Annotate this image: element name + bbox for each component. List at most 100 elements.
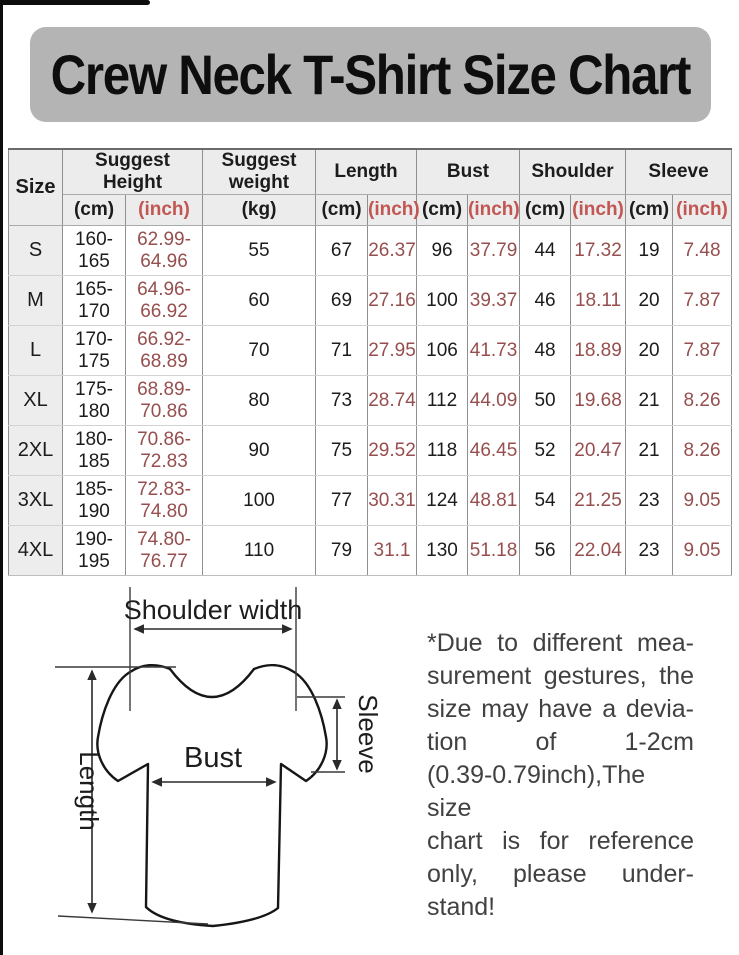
cell-bust-inch: 51.18 bbox=[467, 525, 521, 576]
disclaimer-note: *Due to different mea- surement gestures… bbox=[427, 627, 694, 924]
cell-bust-inch: 44.09 bbox=[467, 375, 521, 426]
size-table: Size Suggest Height Suggest weight Lengt… bbox=[8, 148, 733, 576]
cell-sleeve-inch: 9.05 bbox=[672, 525, 733, 576]
cell-length-inch: 31.1 bbox=[366, 525, 418, 576]
tshirt-outline bbox=[96, 664, 328, 928]
unit-weight-kg: (kg) bbox=[202, 194, 316, 226]
unit-height-inch: (inch) bbox=[125, 194, 203, 226]
unit-sleeve-inch: (inch) bbox=[672, 194, 733, 226]
cell-bust-cm: 112 bbox=[416, 375, 469, 426]
cell-length-cm: 73 bbox=[315, 375, 368, 426]
size-table-body: S 160-165 62.99-64.96 55 67 26.37 96 37.79 44 17.… bbox=[8, 225, 733, 576]
cell-size: 4XL bbox=[8, 525, 63, 576]
unit-shoulder-inch: (inch) bbox=[570, 194, 627, 226]
cell-weight-kg: 110 bbox=[202, 525, 316, 576]
cell-shoulder-cm: 56 bbox=[519, 525, 572, 576]
cell-height-cm: 175-180 bbox=[62, 375, 126, 426]
unit-bust-inch: (inch) bbox=[467, 194, 521, 226]
cell-shoulder-inch: 19.68 bbox=[570, 375, 627, 426]
cell-sleeve-inch: 7.87 bbox=[672, 325, 733, 376]
table-row: L 170-175 66.92-68.89 70 71 27.95 106 41.73 48 18… bbox=[8, 325, 733, 376]
cell-weight-kg: 90 bbox=[202, 425, 316, 476]
cell-bust-cm: 96 bbox=[416, 225, 469, 276]
table-row: 4XL 190-195 74.80-76.77 110 79 31.1 130 51.18 56… bbox=[8, 525, 733, 576]
cell-length-inch: 29.52 bbox=[366, 425, 418, 476]
table-row: 2XL 180-185 70.86-72.83 90 75 29.52 118 46.45 52… bbox=[8, 425, 733, 476]
cell-length-inch: 26.37 bbox=[366, 225, 418, 276]
photo-left-frame-edge bbox=[0, 0, 3, 955]
note-line: stand! bbox=[427, 893, 496, 921]
length-label: Length bbox=[74, 751, 104, 831]
note-line: tion of 1-2cm bbox=[427, 728, 694, 756]
cell-bust-inch: 46.45 bbox=[467, 425, 521, 476]
cell-weight-kg: 60 bbox=[202, 275, 316, 326]
cell-height-inch: 70.86-72.83 bbox=[125, 425, 203, 476]
cell-shoulder-inch: 18.89 bbox=[570, 325, 627, 376]
cell-bust-inch: 48.81 bbox=[467, 475, 521, 526]
cell-sleeve-inch: 9.05 bbox=[672, 475, 733, 526]
unit-height-cm: (cm) bbox=[62, 194, 126, 226]
cell-bust-inch: 37.79 bbox=[467, 225, 521, 276]
cell-sleeve-cm: 23 bbox=[625, 525, 674, 576]
cell-bust-inch: 39.37 bbox=[467, 275, 521, 326]
cell-shoulder-inch: 22.04 bbox=[570, 525, 627, 576]
table-row: M 165-170 64.96-66.92 60 69 27.16 100 39.37 46 18… bbox=[8, 275, 733, 326]
cell-length-inch: 30.31 bbox=[366, 475, 418, 526]
table-row: 3XL 185-190 72.83-74.80 100 77 30.31 124 48.81 5… bbox=[8, 475, 733, 526]
cell-shoulder-inch: 18.11 bbox=[570, 275, 627, 326]
cell-bust-cm: 130 bbox=[416, 525, 469, 576]
bust-label: Bust bbox=[184, 742, 242, 774]
cell-sleeve-cm: 20 bbox=[625, 275, 674, 326]
length-baseline bbox=[57, 915, 209, 925]
cell-size: 3XL bbox=[8, 475, 63, 526]
header-shoulder: Shoulder bbox=[519, 148, 627, 195]
cell-sleeve-inch: 7.87 bbox=[672, 275, 733, 326]
size-table-header: Size Suggest Height Suggest weight Lengt… bbox=[8, 148, 733, 226]
cell-shoulder-cm: 48 bbox=[519, 325, 572, 376]
cell-length-cm: 75 bbox=[315, 425, 368, 476]
cell-sleeve-cm: 19 bbox=[625, 225, 674, 276]
unit-length-cm: (cm) bbox=[315, 194, 368, 226]
cell-shoulder-cm: 50 bbox=[519, 375, 572, 426]
table-row: XL 175-180 68.89-70.86 80 73 28.74 112 44.09 50 1… bbox=[8, 375, 733, 426]
cell-shoulder-cm: 44 bbox=[519, 225, 572, 276]
header-size: Size bbox=[8, 148, 63, 226]
cell-bust-cm: 118 bbox=[416, 425, 469, 476]
cell-height-cm: 185-190 bbox=[62, 475, 126, 526]
cell-shoulder-inch: 17.32 bbox=[570, 225, 627, 276]
unit-length-inch: (inch) bbox=[366, 194, 420, 226]
note-line: only, please under- bbox=[427, 860, 694, 888]
cell-shoulder-cm: 46 bbox=[519, 275, 572, 326]
cell-length-cm: 67 bbox=[315, 225, 368, 276]
cell-height-inch: 64.96-66.92 bbox=[125, 275, 203, 326]
unit-bust-cm: (cm) bbox=[416, 194, 469, 226]
cell-height-cm: 170-175 bbox=[62, 325, 126, 376]
header-bust: Bust bbox=[416, 148, 521, 195]
cell-length-cm: 79 bbox=[315, 525, 368, 576]
cell-size: S bbox=[8, 225, 63, 276]
cell-size: L bbox=[8, 325, 63, 376]
header-sleeve: Sleeve bbox=[625, 148, 733, 195]
cell-bust-cm: 124 bbox=[416, 475, 469, 526]
note-line: (0.39-0.79inch),The size bbox=[427, 761, 646, 822]
unit-shoulder-cm: (cm) bbox=[519, 194, 572, 226]
sleeve-label: Sleeve bbox=[353, 694, 383, 774]
cell-size: XL bbox=[8, 375, 63, 426]
table-row: S 160-165 62.99-64.96 55 67 26.37 96 37.79 44 17.… bbox=[8, 225, 733, 276]
cell-shoulder-inch: 20.47 bbox=[570, 425, 627, 476]
cell-shoulder-cm: 54 bbox=[519, 475, 572, 526]
header-length: Length bbox=[314, 148, 418, 195]
note-line: surement gestures, the bbox=[427, 662, 694, 690]
cell-height-inch: 74.80-76.77 bbox=[125, 525, 203, 576]
cell-bust-inch: 41.73 bbox=[467, 325, 521, 376]
header-suggest-height: Suggest Height bbox=[62, 148, 203, 195]
cell-length-inch: 28.74 bbox=[366, 375, 418, 426]
shoulder-width-label: Shoulder width bbox=[124, 595, 303, 625]
unit-sleeve-cm: (cm) bbox=[625, 194, 674, 226]
cell-height-inch: 68.89-70.86 bbox=[125, 375, 203, 426]
cell-shoulder-inch: 21.25 bbox=[570, 475, 627, 526]
cell-height-inch: 72.83-74.80 bbox=[125, 475, 203, 526]
cell-length-cm: 77 bbox=[315, 475, 368, 526]
cell-sleeve-cm: 21 bbox=[625, 425, 674, 476]
